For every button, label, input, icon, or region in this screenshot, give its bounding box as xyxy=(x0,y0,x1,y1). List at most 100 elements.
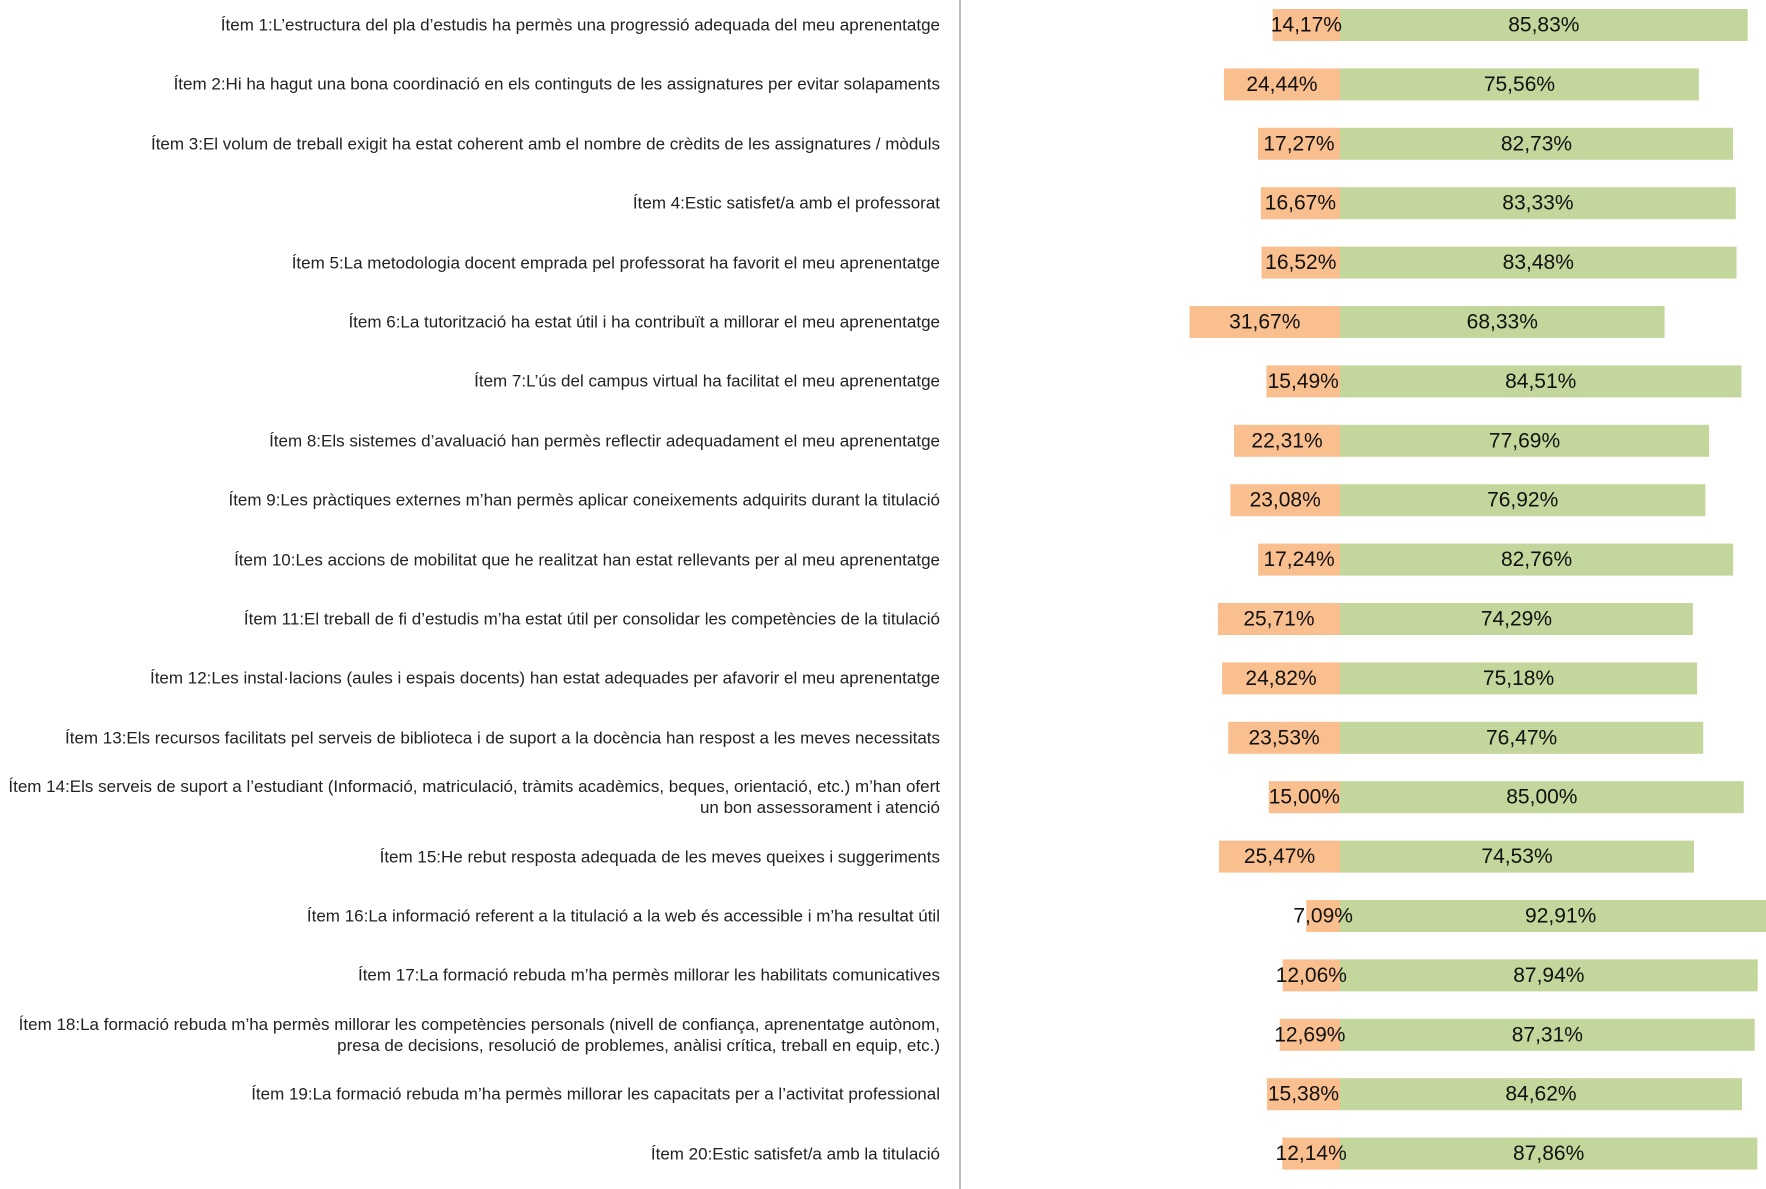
bar-negative xyxy=(1228,721,1340,754)
value-label: 85,83% xyxy=(1508,14,1579,37)
bar-positive xyxy=(1340,187,1736,220)
value-label: 84,62% xyxy=(1505,1083,1576,1106)
value-label: 25,47% xyxy=(1244,845,1315,868)
bar-positive xyxy=(1340,840,1695,873)
value-label: 23,08% xyxy=(1250,489,1321,512)
value-label: 12,14% xyxy=(1276,1142,1347,1165)
value-label: 17,27% xyxy=(1263,132,1334,155)
value-label: 87,31% xyxy=(1512,1023,1583,1046)
bar-positive xyxy=(1340,662,1698,695)
category-label: Ítem 4:Estic satisfet/a amb el professor… xyxy=(632,193,940,213)
bar-negative xyxy=(1279,1018,1340,1051)
bar-positive xyxy=(1340,1018,1755,1051)
value-label: 74,53% xyxy=(1481,845,1552,868)
value-label: 22,31% xyxy=(1251,429,1322,452)
bar-positive xyxy=(1340,781,1744,814)
category-label: Ítem 11:El treball de fi d’estudis m’ha … xyxy=(243,609,940,629)
category-label: Ítem 9:Les pràctiques externes m’han per… xyxy=(228,490,940,510)
value-label: 23,53% xyxy=(1248,726,1319,749)
value-label: 31,67% xyxy=(1229,311,1300,334)
category-label: Ítem 19:La formació rebuda m’ha permès m… xyxy=(251,1084,940,1104)
value-label: 25,71% xyxy=(1243,608,1314,631)
category-label: Ítem 20:Estic satisfet/a amb la titulaci… xyxy=(650,1144,940,1164)
value-label: 16,52% xyxy=(1265,251,1336,274)
category-label: Ítem 5:La metodologia docent emprada pel… xyxy=(291,253,940,273)
category-label: Ítem 12:Les instal·lacions (aules i espa… xyxy=(149,668,940,688)
value-label: 83,48% xyxy=(1503,251,1574,274)
category-label: Ítem 13:Els recursos facilitats pel serv… xyxy=(65,728,940,748)
value-label: 17,24% xyxy=(1263,548,1334,571)
value-label: 68,33% xyxy=(1467,311,1538,334)
bar-negative xyxy=(1257,127,1340,160)
category-label: Ítem 2:Hi ha hagut una bona coordinació … xyxy=(173,74,940,94)
category-label: Ítem 3:El volum de treball exigit ha est… xyxy=(150,134,940,154)
value-label: 87,86% xyxy=(1513,1142,1584,1165)
bar-positive xyxy=(1340,68,1699,101)
bar-negative xyxy=(1217,603,1340,635)
bar-negative xyxy=(1234,424,1340,457)
bar-negative xyxy=(1223,68,1340,101)
value-label: 75,56% xyxy=(1484,73,1555,96)
bar-positive xyxy=(1340,959,1758,992)
bar-negative xyxy=(1306,900,1340,932)
bar-positive xyxy=(1340,543,1734,576)
bar-positive xyxy=(1340,424,1710,457)
value-label: 76,92% xyxy=(1487,489,1558,512)
bar-negative xyxy=(1266,365,1340,398)
category-label: Ítem 7:L’ús del campus virtual ha facili… xyxy=(474,371,940,391)
value-label: 16,67% xyxy=(1265,192,1336,215)
value-label: 85,00% xyxy=(1506,786,1577,809)
value-label: 7,09% xyxy=(1293,905,1353,928)
category-label: Ítem 6:La tutorització ha estat útil i h… xyxy=(348,312,940,332)
value-label: 14,17% xyxy=(1271,14,1342,37)
bar-negative xyxy=(1260,187,1340,220)
bar-positive xyxy=(1340,484,1706,517)
bar-negative xyxy=(1258,543,1340,576)
category-label: Ítem 15:He rebut resposta adequada de le… xyxy=(379,847,940,867)
bar-negative xyxy=(1219,840,1340,873)
value-label: 74,29% xyxy=(1481,608,1552,631)
value-label: 24,44% xyxy=(1246,73,1317,96)
bar-negative xyxy=(1268,781,1340,814)
bar-negative xyxy=(1272,9,1340,41)
value-label: 12,69% xyxy=(1274,1023,1345,1046)
value-label: 15,49% xyxy=(1268,370,1339,393)
bar-positive xyxy=(1340,127,1733,160)
value-label: 12,06% xyxy=(1276,964,1347,987)
value-label: 83,33% xyxy=(1502,192,1573,215)
category-label: Ítem 18:La formació rebuda m’ha permès m… xyxy=(18,1014,940,1055)
bar-positive xyxy=(1340,365,1742,398)
bar-positive xyxy=(1340,246,1737,279)
value-label: 77,69% xyxy=(1489,429,1560,452)
bar-positive xyxy=(1340,1078,1742,1111)
bar-negative xyxy=(1282,959,1340,992)
bar-positive xyxy=(1340,603,1693,635)
bar-negative xyxy=(1230,484,1340,517)
value-label: 75,18% xyxy=(1483,667,1554,690)
bar-negative xyxy=(1266,1078,1340,1111)
value-label: 15,38% xyxy=(1268,1083,1339,1106)
bar-positive xyxy=(1340,1137,1758,1170)
value-label: 24,82% xyxy=(1245,667,1316,690)
bar-negative xyxy=(1222,662,1340,695)
bar-positive xyxy=(1340,900,1766,932)
category-label: Ítem 17:La formació rebuda m’ha permès m… xyxy=(357,965,940,985)
bar-positive xyxy=(1340,721,1704,754)
value-label: 82,73% xyxy=(1501,132,1572,155)
bar-negative xyxy=(1282,1137,1340,1170)
bar-negative xyxy=(1261,246,1340,279)
value-label: 82,76% xyxy=(1501,548,1572,571)
category-label: Ítem 1:L’estructura del pla d’estudis ha… xyxy=(220,15,940,35)
bar-positive xyxy=(1340,9,1748,41)
value-label: 15,00% xyxy=(1269,786,1340,809)
value-label: 76,47% xyxy=(1486,726,1557,749)
value-label: 92,91% xyxy=(1525,905,1596,928)
category-label: Ítem 16:La informació referent a la titu… xyxy=(306,906,940,926)
value-label: 84,51% xyxy=(1505,370,1576,393)
category-label: Ítem 14:Els serveis de suport a l’estudi… xyxy=(8,777,940,818)
value-label: 87,94% xyxy=(1513,964,1584,987)
bar-negative xyxy=(1189,306,1340,338)
bar-positive xyxy=(1340,306,1665,338)
